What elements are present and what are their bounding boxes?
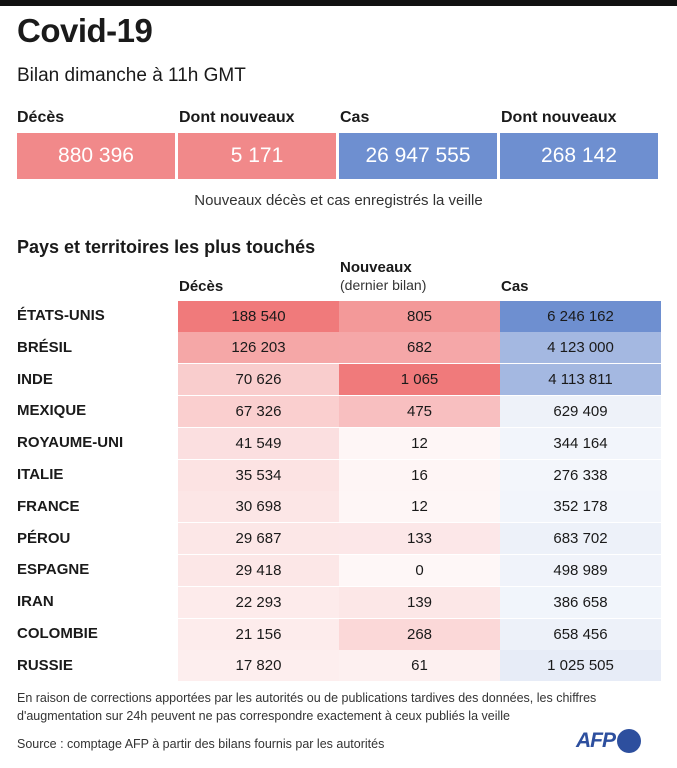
top-rule — [0, 0, 677, 6]
summary-label-new-deaths: Dont nouveaux — [179, 109, 295, 126]
country-label: INDE — [17, 370, 53, 388]
cell-new: 0 — [339, 554, 500, 586]
cell-new: 268 — [339, 618, 500, 650]
country-label: ROYAUME-UNI — [17, 434, 124, 452]
cell-cases: 6 246 162 — [500, 300, 661, 332]
summary-label-cases: Cas — [340, 109, 370, 126]
cell-cases: 629 409 — [500, 395, 661, 427]
cell-new: 133 — [339, 523, 500, 555]
cell-deaths: 29 418 — [178, 554, 339, 586]
cell-deaths: 29 687 — [178, 523, 339, 555]
summary-box-cases: 26 947 555 — [339, 133, 497, 179]
cell-deaths: 21 156 — [178, 618, 339, 650]
summary-box-new-cases: 268 142 — [500, 133, 658, 179]
cell-new: 61 — [339, 650, 500, 682]
column-header-cases: Cas — [501, 278, 529, 295]
cell-deaths: 188 540 — [178, 300, 339, 332]
cell-cases: 658 456 — [500, 618, 661, 650]
cell-cases: 1 025 505 — [500, 650, 661, 682]
cell-new: 12 — [339, 427, 500, 459]
country-label: ESPAGNE — [17, 561, 90, 579]
cell-deaths: 30 698 — [178, 491, 339, 523]
cell-cases: 276 338 — [500, 459, 661, 491]
cell-new: 12 — [339, 491, 500, 523]
cell-new: 682 — [339, 332, 500, 364]
cell-deaths: 22 293 — [178, 586, 339, 618]
country-label: RUSSIE — [17, 656, 73, 674]
column-header-new-sub: (dernier bilan) — [340, 277, 427, 293]
cell-cases: 498 989 — [500, 554, 661, 586]
summary-label-deaths: Décès — [17, 109, 65, 126]
cell-deaths: 70 626 — [178, 364, 339, 396]
column-header-new: Nouveaux — [340, 259, 412, 276]
cell-new: 1 065 — [339, 364, 500, 396]
country-label: BRÉSIL — [17, 338, 73, 356]
afp-logo: AFP — [576, 728, 641, 754]
page-subtitle: Bilan dimanche à 11h GMT — [17, 65, 246, 86]
cell-cases: 352 178 — [500, 491, 661, 523]
cell-cases: 683 702 — [500, 523, 661, 555]
cell-cases: 386 658 — [500, 586, 661, 618]
cell-deaths: 17 820 — [178, 650, 339, 682]
page-title: Covid-19 — [17, 12, 153, 49]
cell-deaths: 67 326 — [178, 395, 339, 427]
country-label: COLOMBIE — [17, 625, 98, 642]
cell-new: 805 — [339, 300, 500, 332]
afp-logo-text: AFP — [576, 729, 616, 752]
country-label: FRANCE — [17, 497, 80, 515]
summary-box-new-deaths: 5 171 — [178, 133, 336, 179]
cell-deaths: 35 534 — [178, 459, 339, 491]
column-header-deaths: Décès — [179, 278, 224, 295]
source-line: Source : comptage AFP à partir des bilan… — [17, 737, 385, 751]
cell-new: 475 — [339, 395, 500, 427]
cell-new: 16 — [339, 459, 500, 491]
table-title: Pays et territoires les plus touchés — [17, 237, 316, 257]
cell-cases: 344 164 — [500, 427, 661, 459]
cell-cases: 4 113 811 — [500, 364, 661, 396]
country-label: ITALIE — [17, 466, 64, 483]
cell-deaths: 41 549 — [178, 427, 339, 459]
afp-logo-dot-icon — [617, 729, 641, 753]
country-label: MEXIQUE — [17, 402, 87, 420]
cell-deaths: 126 203 — [178, 332, 339, 364]
country-label: PÉROU — [17, 529, 71, 547]
summary-label-new-cases: Dont nouveaux — [501, 109, 617, 126]
summary-box-deaths: 880 396 — [17, 133, 175, 179]
summary-note: Nouveaux décès et cas enregistrés la vei… — [194, 192, 483, 209]
country-label: ÉTATS-UNIS — [17, 307, 105, 324]
footnote: En raison de corrections apportées par l… — [17, 691, 597, 723]
cell-new: 139 — [339, 586, 500, 618]
cell-cases: 4 123 000 — [500, 332, 661, 364]
country-label: IRAN — [17, 593, 54, 611]
